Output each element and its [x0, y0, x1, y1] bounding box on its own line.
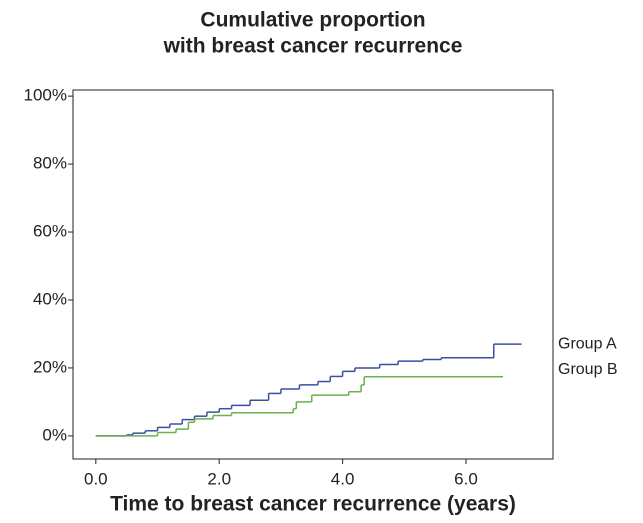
x-tick-label: 6.0	[454, 469, 478, 488]
y-tick-label: 80%	[33, 154, 67, 173]
chart-title: with breast cancer recurrence	[163, 35, 463, 58]
legend-label: Group A	[558, 335, 617, 352]
x-tick-label: 0.0	[84, 469, 108, 488]
legend-label: Group B	[558, 361, 618, 378]
y-tick-label: 40%	[33, 289, 67, 308]
plot-frame	[72, 89, 554, 460]
x-axis-label: Time to breast cancer recurrence (years)	[110, 493, 516, 516]
y-tick-label: 100%	[24, 86, 67, 105]
chart-title: Cumulative proportion	[200, 9, 425, 32]
x-tick-label: 4.0	[331, 469, 355, 488]
y-tick-label: 0%	[42, 425, 67, 444]
y-tick-label: 60%	[33, 222, 67, 241]
y-tick-label: 20%	[33, 357, 67, 376]
x-tick-label: 2.0	[207, 469, 231, 488]
